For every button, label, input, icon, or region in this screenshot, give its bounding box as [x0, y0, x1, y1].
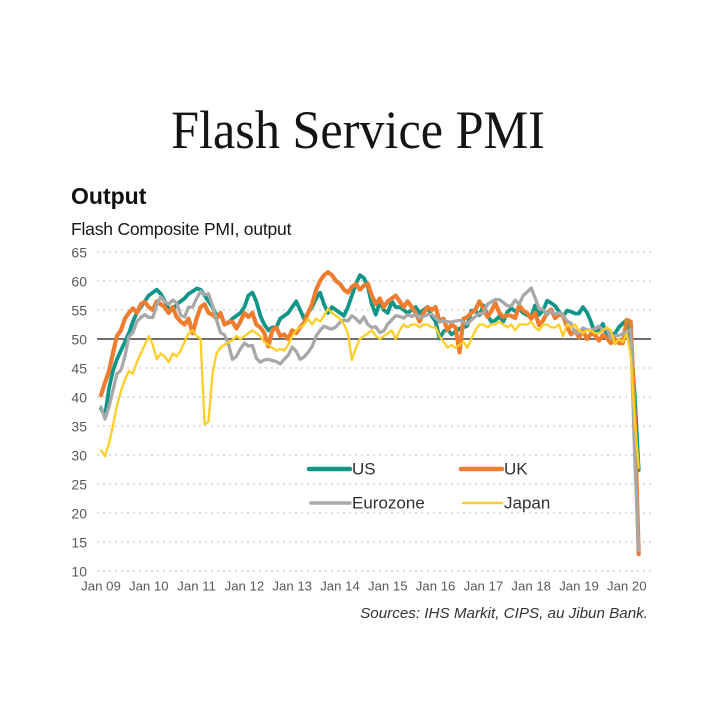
svg-text:Flash Composite PMI, output: Flash Composite PMI, output	[71, 219, 292, 239]
svg-text:Jan 11: Jan 11	[177, 579, 216, 594]
svg-text:20: 20	[71, 506, 87, 522]
svg-text:35: 35	[71, 419, 87, 435]
svg-text:Jan 20: Jan 20	[607, 579, 647, 594]
svg-text:Jan 09: Jan 09	[81, 579, 121, 594]
svg-text:US: US	[352, 460, 376, 479]
svg-text:Jan 13: Jan 13	[272, 579, 312, 594]
svg-text:Jan 15: Jan 15	[368, 579, 408, 594]
svg-text:Jan 16: Jan 16	[416, 579, 456, 594]
svg-text:65: 65	[71, 245, 87, 261]
svg-text:Jan 19: Jan 19	[559, 579, 599, 594]
svg-text:Jan 17: Jan 17	[464, 579, 504, 594]
svg-text:40: 40	[71, 390, 87, 406]
svg-text:Jan 14: Jan 14	[320, 579, 360, 594]
svg-text:Sources: IHS Markit, CIPS, au: Sources: IHS Markit, CIPS, au Jibun Bank…	[360, 605, 648, 622]
svg-text:Eurozone: Eurozone	[352, 494, 425, 513]
svg-text:Japan: Japan	[504, 494, 550, 513]
svg-text:Flash Service PMI: Flash Service PMI	[171, 101, 545, 160]
svg-text:Output: Output	[71, 183, 147, 209]
svg-text:Jan 10: Jan 10	[129, 579, 169, 594]
svg-text:10: 10	[71, 564, 87, 580]
svg-text:60: 60	[71, 274, 87, 290]
svg-text:30: 30	[71, 448, 87, 464]
svg-text:50: 50	[71, 332, 87, 348]
svg-text:55: 55	[71, 303, 87, 319]
svg-text:UK: UK	[504, 460, 528, 479]
svg-text:Jan 12: Jan 12	[225, 579, 265, 594]
svg-text:25: 25	[71, 477, 87, 493]
svg-text:45: 45	[71, 361, 87, 377]
svg-text:15: 15	[71, 535, 87, 551]
svg-text:Jan 18: Jan 18	[511, 579, 551, 594]
